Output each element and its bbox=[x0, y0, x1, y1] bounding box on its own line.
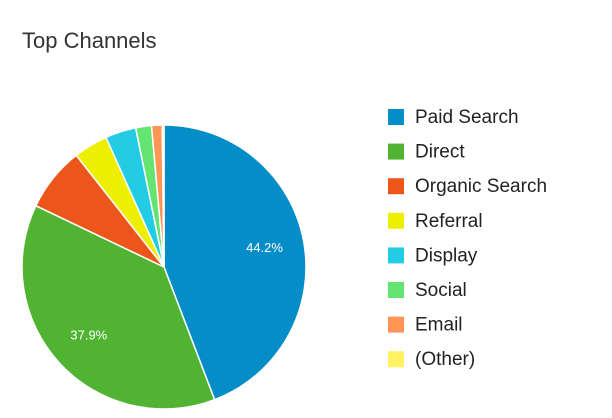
pie-slice bbox=[163, 124, 307, 401]
pie-slice bbox=[161, 124, 165, 268]
pie-slice bbox=[21, 204, 216, 410]
legend-label: Direct bbox=[415, 142, 465, 163]
legend-swatch bbox=[388, 212, 404, 229]
legend-label: (Other) bbox=[415, 349, 475, 370]
legend-label: Paid Search bbox=[415, 107, 519, 128]
legend-swatch bbox=[388, 178, 404, 195]
legend-swatch bbox=[388, 143, 404, 160]
legend-label: Email bbox=[415, 315, 463, 336]
legend-swatch bbox=[388, 247, 404, 264]
legend-label: Organic Search bbox=[415, 176, 547, 197]
slice-label: 37.9% bbox=[70, 328, 107, 343]
legend-label: Social bbox=[415, 280, 467, 301]
slice-label: 44.2% bbox=[246, 240, 283, 255]
legend-swatch bbox=[388, 351, 404, 368]
legend-swatch bbox=[388, 316, 404, 333]
chart-title: Top Channels bbox=[22, 28, 157, 53]
legend-swatch bbox=[388, 109, 404, 125]
legend-label: Display bbox=[415, 245, 478, 266]
legend-swatch bbox=[388, 282, 404, 298]
legend-label: Referral bbox=[415, 211, 483, 232]
